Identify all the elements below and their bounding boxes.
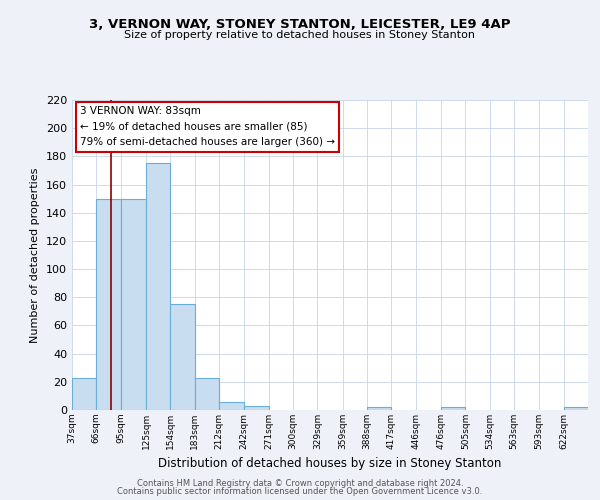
X-axis label: Distribution of detached houses by size in Stoney Stanton: Distribution of detached houses by size … [158,458,502,470]
Text: 3 VERNON WAY: 83sqm
← 19% of detached houses are smaller (85)
79% of semi-detach: 3 VERNON WAY: 83sqm ← 19% of detached ho… [80,106,335,148]
Bar [97,198,121,410]
Bar [146,164,170,410]
Bar [194,378,219,410]
Bar [563,407,588,410]
Bar [121,198,146,410]
Text: 3, VERNON WAY, STONEY STANTON, LEICESTER, LE9 4AP: 3, VERNON WAY, STONEY STANTON, LEICESTER… [89,18,511,30]
Bar [367,407,391,410]
Bar [72,378,97,410]
Y-axis label: Number of detached properties: Number of detached properties [31,168,40,342]
Bar [170,304,194,410]
Text: Size of property relative to detached houses in Stoney Stanton: Size of property relative to detached ho… [125,30,476,40]
Bar [219,402,244,410]
Text: Contains public sector information licensed under the Open Government Licence v3: Contains public sector information licen… [118,487,482,496]
Bar [441,407,466,410]
Text: Contains HM Land Registry data © Crown copyright and database right 2024.: Contains HM Land Registry data © Crown c… [137,478,463,488]
Bar [244,406,269,410]
